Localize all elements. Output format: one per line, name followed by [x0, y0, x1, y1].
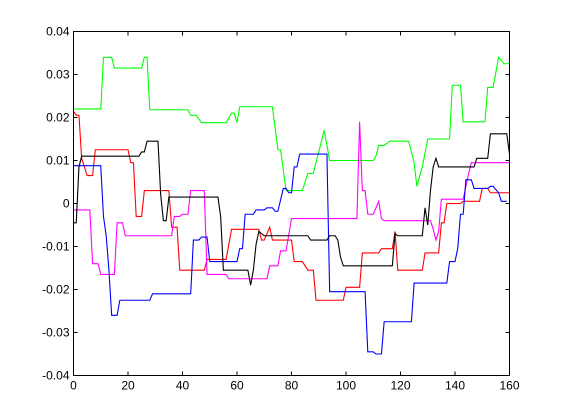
x-tick-label: 140 — [445, 379, 465, 393]
x-axis: 0 20 40 60 80 100 120 140 160 — [70, 31, 520, 393]
y-tick-label: -0.02 — [42, 283, 70, 297]
y-tick-label: 0.02 — [46, 111, 70, 125]
y-tick-label: 0 — [63, 197, 70, 211]
y-tick-label: -0.01 — [42, 240, 70, 254]
x-tick-label: 80 — [285, 379, 299, 393]
y-tick-label: 0.01 — [46, 154, 70, 168]
y-tick-label: -0.04 — [42, 369, 70, 383]
series-line-4 — [73, 153, 507, 355]
x-tick-label: 60 — [230, 379, 244, 393]
series-line-2 — [73, 110, 510, 301]
x-tick-label: 160 — [499, 379, 519, 393]
y-tick-label: -0.03 — [42, 326, 70, 340]
plot-area-frame — [73, 31, 510, 376]
x-tick-label: 0 — [70, 379, 77, 393]
plot-series-layer — [73, 56, 511, 355]
x-tick-label: 120 — [390, 379, 410, 393]
x-tick-label: 100 — [336, 379, 356, 393]
y-tick-label: 0.03 — [46, 68, 70, 82]
y-tick-label: 0.04 — [46, 25, 70, 39]
x-tick-label: 40 — [176, 379, 190, 393]
series-line-5 — [73, 133, 511, 286]
series-line-3 — [73, 121, 510, 280]
y-axis: -0.04 -0.03 -0.02 -0.01 0 0.01 0.02 0.03 0.04 — [42, 25, 510, 383]
x-tick-label: 20 — [121, 379, 135, 393]
series-line-1 — [73, 56, 510, 192]
